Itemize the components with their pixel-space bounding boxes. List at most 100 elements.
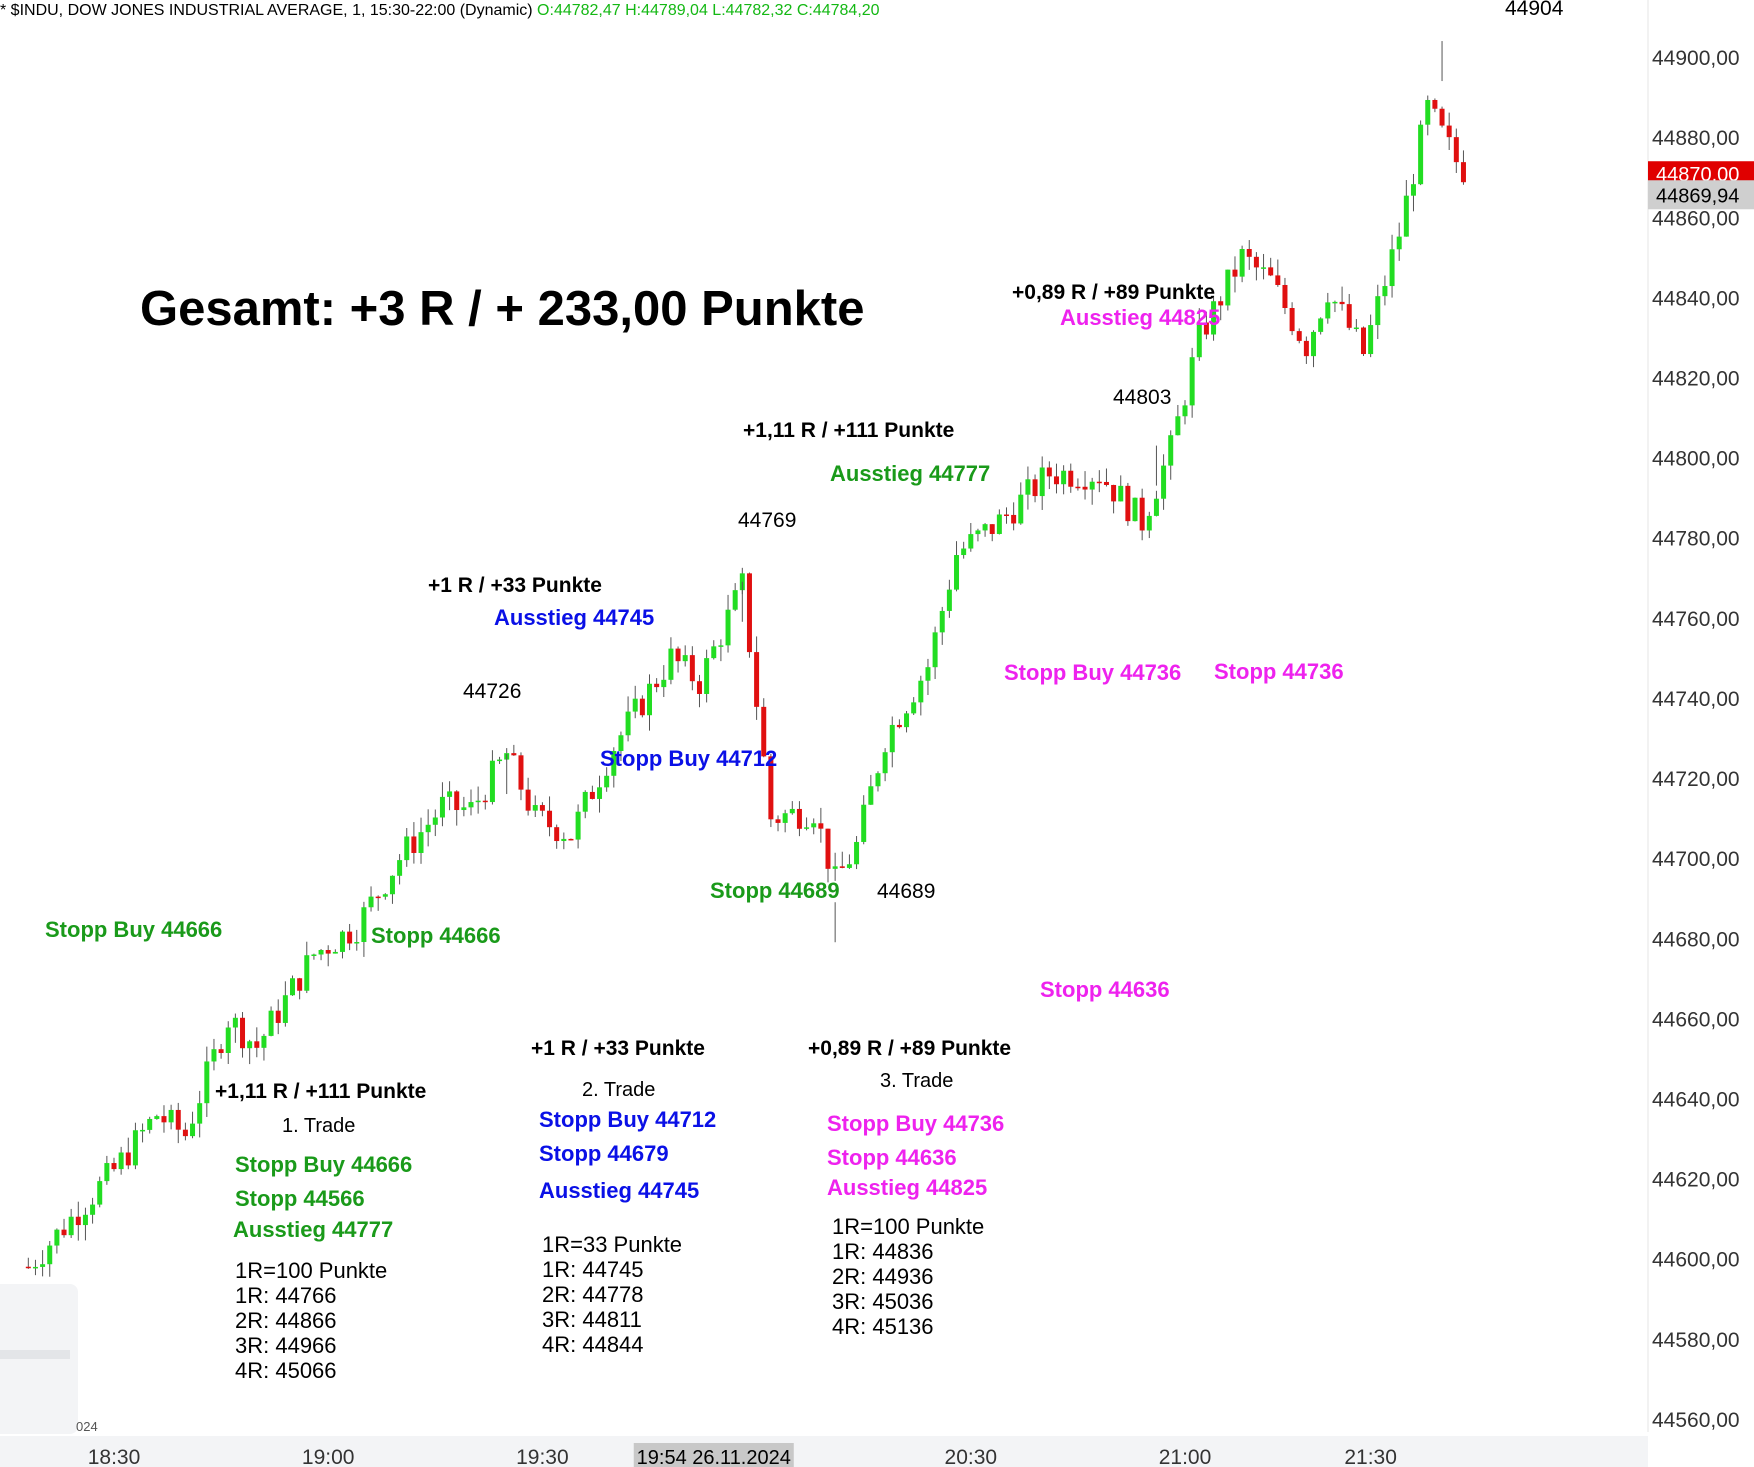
candle-down <box>654 683 660 688</box>
candle-up <box>625 711 631 736</box>
label-stopp-buy-44666: Stopp Buy 44666 <box>45 917 223 942</box>
trade1-entry: Stopp Buy 44666 <box>235 1152 413 1177</box>
candle-down <box>1446 125 1452 138</box>
candle-up <box>1410 184 1416 196</box>
candle-down <box>589 791 595 799</box>
price-tick-label: 44800,00 <box>1652 448 1740 471</box>
candle-up <box>1318 318 1324 332</box>
candle-up <box>247 1041 253 1049</box>
candle-up <box>447 791 453 797</box>
trade3-level-4: 4R: 45136 <box>832 1314 934 1339</box>
candle-up <box>782 813 788 823</box>
candle-up <box>361 907 367 943</box>
time-axis-bg <box>0 1436 1648 1467</box>
candle-down <box>1361 327 1366 355</box>
candle-up <box>996 514 1002 534</box>
price-tick-label: 44720,00 <box>1652 768 1740 791</box>
trade3-name: 3. Trade <box>880 1070 954 1092</box>
candle-up <box>968 534 974 549</box>
candle-down <box>1303 340 1309 357</box>
candle-down <box>1125 485 1131 522</box>
candle-down <box>411 836 417 853</box>
candle-up <box>718 645 724 647</box>
candle-down <box>325 950 331 954</box>
candle-down <box>275 1010 281 1023</box>
label-ausstieg-44745: Ausstieg 44745 <box>494 605 655 630</box>
candle-down <box>639 698 645 716</box>
candle-up <box>82 1214 88 1226</box>
candle-down <box>1289 308 1295 332</box>
candle-down <box>1011 514 1017 524</box>
candle-up <box>489 760 495 803</box>
label-stopp-buy-44736: Stopp Buy 44736 <box>1004 660 1182 685</box>
trade1-level-4: 4R: 45066 <box>235 1358 337 1383</box>
current-price-tag-text: 44869,94 <box>1656 185 1739 207</box>
candle-down <box>796 808 802 829</box>
candle-down <box>568 838 574 841</box>
candle-up <box>1382 286 1388 297</box>
candle-down <box>539 805 545 811</box>
candle-up <box>1239 249 1245 277</box>
candle-up <box>47 1245 53 1265</box>
candle-up <box>1132 497 1138 522</box>
candle-up <box>561 838 567 842</box>
candle-down <box>689 655 695 682</box>
candle-up <box>732 590 738 610</box>
panel-partial-date: 024 <box>76 1419 98 1434</box>
candle-down <box>754 652 760 707</box>
candle-up <box>147 1118 153 1130</box>
price-tick-label: 44780,00 <box>1652 528 1740 551</box>
price-tick-label: 44660,00 <box>1652 1008 1740 1031</box>
candle-up <box>939 610 945 633</box>
candle-up <box>339 931 345 952</box>
candle-up <box>875 773 881 787</box>
candle-up <box>304 955 310 991</box>
candle-up <box>575 811 581 840</box>
candle-down <box>347 931 353 944</box>
trade3-entry: Stopp Buy 44736 <box>827 1111 1005 1136</box>
trade2-level-4: 4R: 44844 <box>542 1332 644 1357</box>
trade3-exit: Ausstieg 44825 <box>827 1175 988 1200</box>
candle-up <box>97 1181 103 1205</box>
candle-up <box>140 1129 146 1132</box>
trade1-name: 1. Trade <box>282 1115 356 1137</box>
candle-up <box>368 896 374 908</box>
trade1-level-3: 3R: 44966 <box>235 1333 337 1358</box>
candle-up <box>261 1035 267 1048</box>
trade3-level-3: 3R: 45036 <box>832 1289 934 1314</box>
candle-up <box>925 667 931 681</box>
candle-up <box>932 632 938 668</box>
candle-up <box>132 1130 138 1166</box>
label-result-trade3-top: +0,89 R / +89 Punkte <box>1012 281 1216 304</box>
candle-up <box>1403 195 1409 237</box>
candle-down <box>254 1041 260 1048</box>
candle-down <box>1460 162 1466 183</box>
candle-down <box>1103 481 1109 485</box>
candle-down <box>1246 249 1252 257</box>
time-tick-label: 20:30 <box>945 1446 998 1467</box>
price-tick-label: 44900,00 <box>1652 47 1740 70</box>
floating-panel[interactable] <box>0 1284 78 1434</box>
candle-down <box>825 828 831 869</box>
candle-up <box>811 823 817 828</box>
trade3-level-2: 2R: 44936 <box>832 1264 934 1289</box>
candle-up <box>889 724 895 753</box>
price-axis: 44900,00 44880,00 44860,00 44840,00 44820,00… <box>1647 0 1754 1467</box>
time-tick-label: 21:30 <box>1344 1446 1397 1467</box>
candle-down <box>454 791 460 811</box>
candle-down <box>161 1116 167 1123</box>
candle-up <box>204 1061 210 1104</box>
candle-down <box>1346 304 1352 328</box>
peak-label-44803: 44803 <box>1113 386 1172 409</box>
candle-up <box>975 530 981 535</box>
candle-down <box>818 823 824 829</box>
candle-down <box>696 681 702 694</box>
candle-up <box>532 805 538 811</box>
candle-down <box>1232 269 1238 277</box>
candle-up <box>1375 296 1381 326</box>
candle-down <box>989 524 995 534</box>
candle-up <box>597 787 603 799</box>
candle-down <box>1439 108 1445 126</box>
time-tick-label: 19:00 <box>302 1446 355 1467</box>
candle-down <box>1053 476 1059 485</box>
